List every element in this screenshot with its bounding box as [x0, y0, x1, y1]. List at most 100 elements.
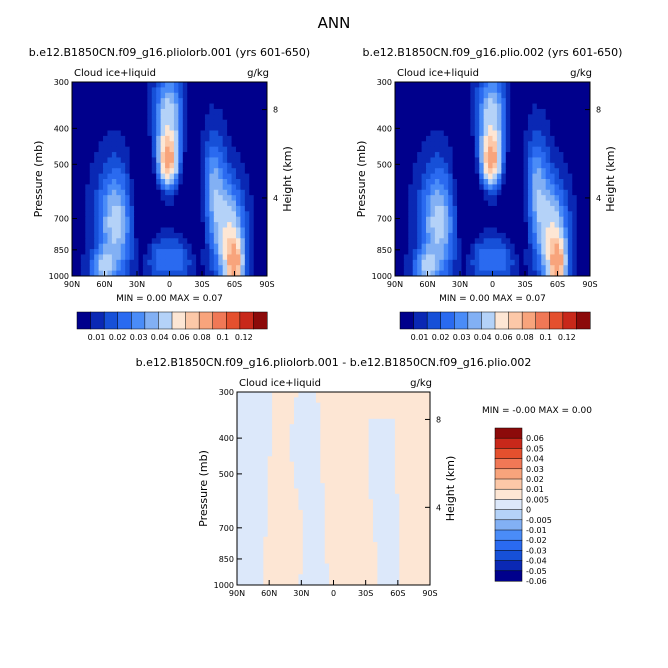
field-cell [324, 568, 330, 575]
field-cell [390, 472, 396, 479]
field-cell [231, 238, 237, 245]
field-cell [355, 558, 361, 565]
field-cell [399, 445, 405, 452]
field-cell [147, 205, 153, 212]
field-cell [439, 146, 445, 153]
field-cell [107, 195, 113, 202]
field-cell [567, 130, 573, 137]
field-cell [307, 472, 313, 479]
field-cell [461, 162, 467, 169]
field-cell [337, 434, 343, 441]
field-cell [342, 424, 348, 431]
field-cell [213, 189, 219, 196]
field-cell [381, 445, 387, 452]
field-cell [240, 227, 246, 234]
field-cell [408, 504, 414, 511]
field-cell [165, 227, 171, 234]
field-cell [250, 547, 256, 554]
field-cell [501, 195, 507, 202]
field-cell [496, 125, 502, 132]
field-cell [250, 574, 256, 581]
field-cell [178, 216, 184, 223]
field-cell [182, 157, 188, 164]
field-cell [89, 168, 95, 175]
field-cell [262, 270, 267, 276]
field-cell [368, 579, 374, 585]
field-cell [510, 179, 516, 185]
field-cell [298, 515, 304, 522]
field-cell [364, 434, 370, 441]
field-cell [218, 92, 224, 99]
field-cell [425, 483, 430, 490]
field-cell [142, 119, 148, 126]
field-cell [129, 162, 135, 169]
field-cell [85, 189, 91, 196]
field-cell [399, 472, 405, 479]
field-cell [165, 270, 171, 276]
field-cell [342, 542, 348, 549]
field-cell [209, 211, 215, 218]
field-cell [408, 232, 414, 239]
field-cell [434, 270, 440, 276]
field-cell [372, 413, 378, 420]
field-cell [386, 413, 392, 420]
legend-swatch [171, 311, 187, 330]
field-cell [204, 114, 210, 121]
field-cell [213, 152, 219, 159]
legend-label: 0.02 [526, 475, 544, 484]
field-cell [558, 195, 565, 202]
field-cell [523, 189, 529, 196]
field-cell [527, 108, 533, 115]
field-cell [430, 189, 436, 196]
field-cell [412, 429, 418, 436]
field-cell [302, 526, 308, 532]
field-cell [452, 168, 458, 175]
field-cell [244, 195, 250, 202]
field-cell [558, 119, 565, 126]
field-cell [156, 249, 162, 256]
field-cell [258, 515, 264, 522]
field-cell [399, 141, 405, 148]
legend-swatch [76, 311, 92, 330]
field-cell [488, 92, 494, 99]
field-cell [120, 98, 126, 105]
field-cell [390, 488, 396, 495]
field-cell [550, 98, 556, 105]
field-cell [116, 205, 122, 212]
field-cell [134, 157, 140, 164]
field-cell [222, 130, 228, 137]
field-cell [120, 157, 126, 164]
field-cell [412, 152, 418, 159]
field-cell [355, 515, 361, 522]
field-cell [514, 243, 520, 250]
field-cell [138, 216, 144, 223]
field-cell [182, 265, 188, 272]
field-cell [329, 526, 335, 532]
field-cell [302, 413, 308, 420]
field-cell [448, 259, 454, 266]
field-cell [98, 205, 104, 212]
field-cell [519, 270, 525, 276]
field-cell [165, 146, 171, 153]
field-cell [408, 152, 414, 159]
field-cell [142, 232, 148, 239]
field-cell [421, 238, 427, 245]
field-cell [581, 189, 587, 196]
field-cell [426, 157, 432, 164]
field-cell [346, 568, 352, 575]
field-cell [394, 563, 400, 570]
field-cell [302, 536, 308, 543]
field-cell [399, 130, 405, 137]
field-cell [412, 184, 418, 191]
field-cell [237, 418, 242, 425]
field-cell [263, 445, 269, 452]
field-cell [412, 222, 418, 229]
field-cell [272, 461, 278, 468]
field-cell [111, 82, 117, 88]
field-cell [227, 114, 233, 121]
field-cell [254, 558, 260, 565]
field-cell [98, 211, 104, 218]
field-cell [355, 552, 361, 559]
field-cell [386, 456, 392, 463]
field-cell [465, 249, 471, 256]
